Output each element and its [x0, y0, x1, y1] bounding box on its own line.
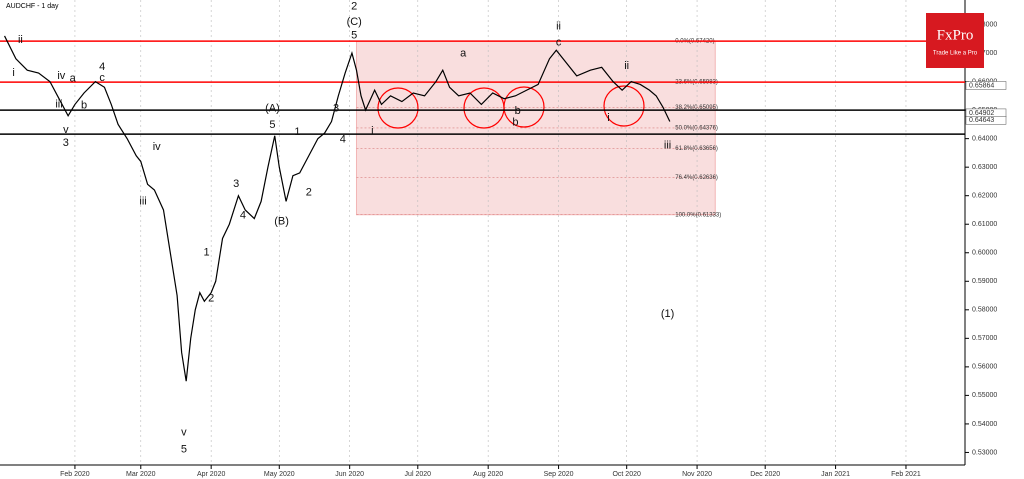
wave-label: 5	[351, 29, 357, 41]
wave-label: 1	[294, 126, 300, 138]
y-tick-label: 0.60000	[972, 250, 997, 257]
wave-label: 3	[63, 137, 69, 149]
y-tick-label: 0.56000	[972, 364, 997, 371]
wave-label: iv	[57, 70, 65, 82]
y-tick-label: 0.57000	[972, 335, 997, 342]
wave-label: ii	[556, 20, 561, 32]
price-label-box	[965, 81, 1007, 90]
wave-label: 4	[99, 61, 105, 73]
wave-label: i	[12, 67, 14, 79]
wave-label: i	[607, 112, 609, 124]
highlight-circles	[377, 85, 645, 129]
wave-label: iv	[153, 141, 161, 153]
wave-label: (B)	[274, 215, 289, 227]
y-tick-label: 0.54000	[972, 421, 997, 428]
wave-label: c	[99, 72, 105, 84]
wave-label: 5	[181, 444, 187, 456]
y-tick-label: 0.61000	[972, 221, 997, 228]
x-tick-label: Jan 2021	[821, 471, 850, 478]
x-tick-label: Nov 2020	[682, 471, 712, 478]
wave-label: iii	[55, 98, 62, 110]
x-tick-label: Dec 2020	[750, 471, 780, 478]
y-tick-label: 0.53000	[972, 449, 997, 456]
wave-label: 5	[269, 119, 275, 131]
x-tick-label: Feb 2021	[891, 471, 921, 478]
y-tick-label: 0.62000	[972, 193, 997, 200]
x-tick-label: May 2020	[264, 471, 295, 478]
x-tick-label: Apr 2020	[197, 471, 226, 478]
wave-label: 4	[240, 210, 246, 222]
y-tick-label: 0.59000	[972, 278, 997, 285]
x-tick-label: Aug 2020	[473, 471, 503, 478]
wave-label: v	[63, 124, 69, 136]
fib-zone	[355, 40, 716, 216]
wave-label: a	[70, 73, 77, 85]
wave-label: 3	[233, 178, 239, 190]
price-label: 0.64643	[969, 117, 994, 124]
wave-label: b	[81, 100, 87, 112]
price-label-box	[965, 116, 1007, 125]
price-line	[4, 35, 671, 382]
y-tick-label: 0.63000	[972, 164, 997, 171]
y-tick-label: 0.58000	[972, 307, 997, 314]
wave-label: c	[556, 37, 562, 49]
y-tick-label: 0.67000	[972, 50, 997, 57]
chart-title: AUDCHF - 1 day	[6, 3, 59, 10]
wave-label: ii	[18, 34, 23, 46]
wave-label: iii	[664, 140, 671, 152]
logo	[926, 13, 984, 68]
wave-label: b	[515, 105, 521, 117]
x-tick-label: Mar 2020	[126, 471, 156, 478]
price-label: 0.65864	[969, 82, 994, 89]
logo-text: FxPro	[937, 27, 974, 43]
fib-label: 76.4%(0.62636)	[675, 175, 718, 181]
wave-label: a	[460, 48, 467, 60]
wave-label: (1)	[661, 308, 674, 320]
y-tick-label: 0.64000	[972, 135, 997, 142]
y-tick-label: 0.55000	[972, 392, 997, 399]
logo-tagline: Trade Like a Pro	[933, 51, 978, 57]
wave-label: iii	[139, 195, 146, 207]
fib-label: 61.8%(0.63656)	[675, 146, 718, 152]
fib-label: 38.2%(0.65095)	[675, 105, 718, 111]
price-label: 0.64902	[969, 110, 994, 117]
x-tick-label: Jul 2020	[405, 471, 432, 478]
wave-label: 2	[351, 0, 357, 12]
x-tick-label: Feb 2020	[60, 471, 90, 478]
wave-label: 3	[333, 103, 339, 115]
wave-label: 2	[306, 186, 312, 198]
fib-label: 50.0%(0.64376)	[675, 125, 718, 131]
x-tick-label: Sep 2020	[544, 471, 574, 478]
wave-label: v	[181, 426, 187, 438]
wave-label: 1	[204, 247, 210, 259]
wave-label: 4	[340, 133, 346, 145]
x-tick-label: Jun 2020	[335, 471, 364, 478]
fib-label: 100.0%(0.61333)	[675, 212, 721, 218]
wave-label: i	[371, 125, 373, 137]
x-tick-label: Oct 2020	[612, 471, 641, 478]
y-tick-label: 0.68000	[972, 21, 997, 28]
wave-label: ii	[624, 60, 629, 72]
wave-label: 2	[208, 292, 214, 304]
wave-label: b	[512, 117, 518, 129]
wave-label: (A)	[265, 102, 280, 114]
wave-label: (C)	[347, 16, 362, 28]
